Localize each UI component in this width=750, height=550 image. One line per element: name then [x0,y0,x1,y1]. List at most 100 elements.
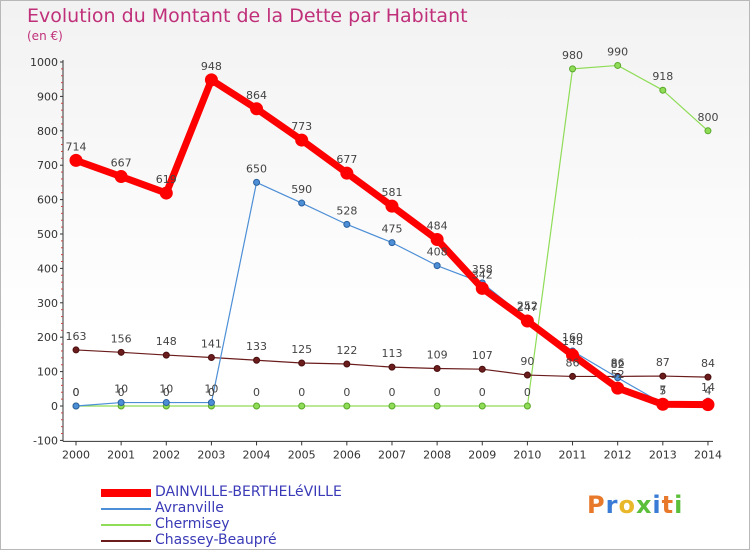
data-point [295,133,309,147]
data-label: 677 [336,153,357,166]
x-tick-label: 2003 [197,448,225,461]
data-point [162,351,170,359]
logo-letter: r [605,491,619,519]
data-label: 0 [163,386,170,399]
x-tick-label: 2014 [694,448,722,461]
data-label: 773 [291,120,312,133]
x-tick-label: 2002 [152,448,180,461]
data-label: 0 [208,386,215,399]
data-label: 52 [611,368,625,381]
data-point [69,153,83,167]
data-label: 581 [381,186,402,199]
y-tick-label: 100 [37,366,58,379]
data-label: 990 [607,45,628,58]
legend-swatch-avranville [101,508,151,510]
data-label: 0 [73,386,80,399]
data-label: 528 [336,204,357,217]
data-label: 10 [159,383,173,396]
y-tick-label: 500 [37,228,58,241]
data-label: 87 [656,356,670,369]
data-label: 14 [701,381,715,394]
data-label: 163 [66,330,87,343]
data-point [114,170,128,184]
data-point [253,356,261,364]
data-label: 160 [562,331,583,344]
data-label: 86 [611,356,625,369]
data-point [520,314,534,328]
data-label: 980 [562,49,583,62]
data-label: 948 [201,60,222,73]
data-label: 133 [246,340,267,353]
data-point [207,353,215,361]
data-label: 714 [66,140,87,153]
data-label: 109 [427,349,448,362]
data-label: 5 [659,384,666,397]
data-point [614,374,622,382]
data-label: 0 [388,386,395,399]
data-label: 918 [652,70,673,83]
data-point [388,239,396,247]
legend-label-chermisey: Chermisey [155,516,230,532]
data-label: 84 [701,357,715,370]
x-tick-label: 2005 [288,448,316,461]
x-tick-label: 2007 [378,448,406,461]
data-label: 86 [566,356,580,369]
data-point [523,402,531,410]
data-point [343,360,351,368]
data-point [701,398,715,412]
data-point [388,402,396,410]
data-label: 4 [704,385,711,398]
data-label: 125 [291,343,312,356]
data-label: 10 [114,383,128,396]
data-point [656,397,670,411]
data-label: 475 [381,223,402,236]
data-label: 484 [427,220,448,233]
y-tick-label: 400 [37,262,58,275]
legend-label-avranville: Avranville [155,500,224,516]
data-label: 107 [472,349,493,362]
data-label: 619 [156,173,177,186]
data-label: 148 [156,335,177,348]
data-label: 122 [336,344,357,357]
data-point [72,346,80,354]
data-point [569,65,577,73]
data-point [659,372,667,380]
data-label: 0 [298,386,305,399]
y-tick-label: -100 [33,434,58,447]
data-label: 0 [73,386,80,399]
data-point [523,371,531,379]
data-label: 408 [427,246,448,259]
logo-letter: i [674,491,684,519]
data-point [117,399,125,407]
x-tick-label: 2006 [333,448,361,461]
data-label: 90 [520,355,534,368]
data-label: 82 [611,358,625,371]
data-point [433,402,441,410]
logo-letter: x [635,491,653,519]
data-label: 0 [343,386,350,399]
data-label: 247 [517,301,538,314]
data-label: 141 [201,337,222,350]
logo-letter: P [587,491,606,519]
y-tick-label: 0 [51,400,58,413]
x-tick-label: 2011 [559,448,587,461]
data-point [704,127,712,135]
x-tick-label: 2012 [604,448,632,461]
data-point [704,373,712,381]
x-tick-label: 2009 [468,448,496,461]
y-tick-label: 700 [37,159,58,172]
data-label: 113 [381,347,402,360]
legend-swatch-dainville [101,489,151,497]
data-point [343,220,351,228]
chart-title: Evolution du Montant de la Dette par Hab… [27,5,468,27]
data-point [253,178,261,186]
data-label: 10 [204,383,218,396]
legend-swatch-chermisey [101,524,151,526]
data-label: 0 [118,386,125,399]
data-label: 0 [479,386,486,399]
data-point [117,348,125,356]
data-point [162,399,170,407]
data-point [433,262,441,270]
